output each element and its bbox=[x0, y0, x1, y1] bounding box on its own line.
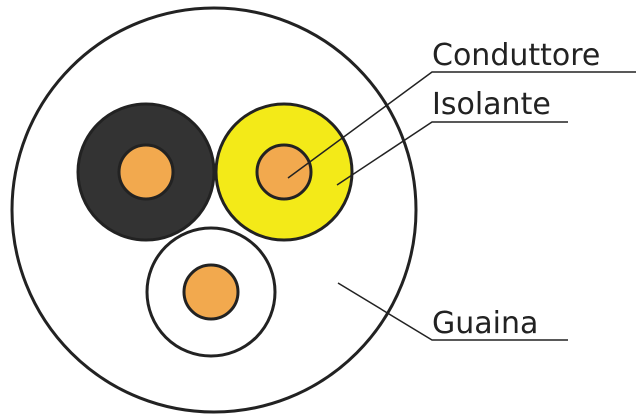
leader-lines bbox=[287, 71, 636, 341]
sheath bbox=[10, 6, 418, 414]
conductor bbox=[182, 263, 240, 321]
label: Isolante bbox=[432, 87, 551, 122]
conductor bbox=[117, 143, 175, 201]
label: Guaina bbox=[432, 306, 538, 341]
label: Conduttore bbox=[432, 38, 600, 73]
conductor bbox=[255, 143, 313, 201]
